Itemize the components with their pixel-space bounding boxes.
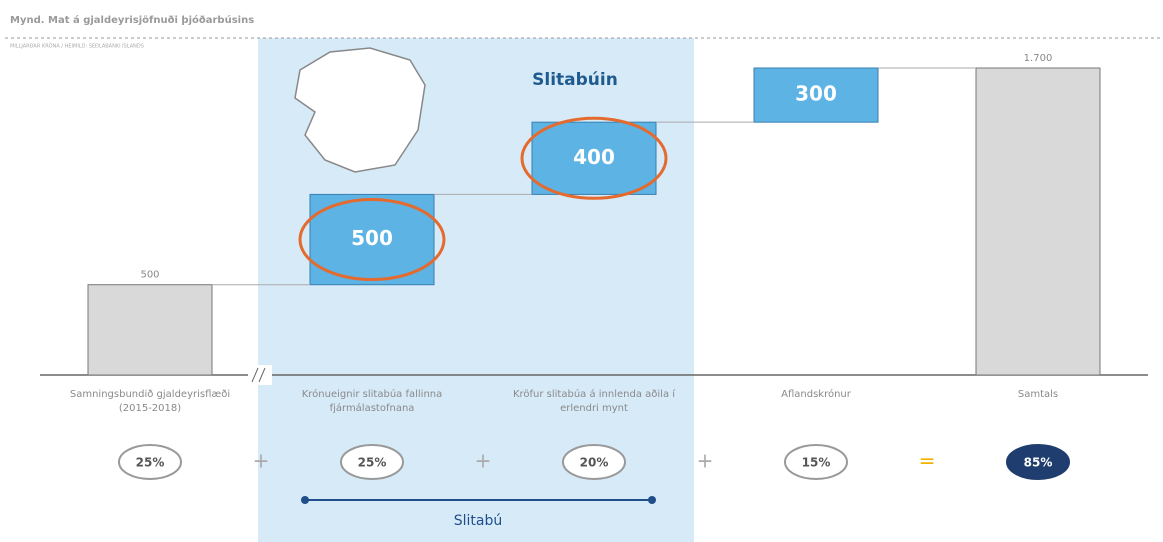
share-label: 15% xyxy=(802,456,831,470)
value-label: 300 xyxy=(795,82,837,106)
share-badge xyxy=(1006,444,1070,480)
category-label: Krónueignir slitabúa fallinna fjármálast… xyxy=(301,389,443,414)
share-badge xyxy=(562,444,626,480)
category-label: Samtals xyxy=(1017,389,1059,400)
category-label: Samningsbundið gjaldeyrisflæði (2015-201… xyxy=(69,389,231,414)
axis-break xyxy=(251,367,259,383)
value-label: 500 xyxy=(351,226,393,250)
share-label: 25% xyxy=(358,456,387,470)
category-label: Aflandskrónur xyxy=(781,389,851,400)
operator: + xyxy=(253,449,270,473)
share-badge xyxy=(118,444,182,480)
category-label: Kröfur slitabúa á innlenda aðila í erlen… xyxy=(512,389,676,414)
share-badge xyxy=(784,444,848,480)
operator: + xyxy=(475,449,492,473)
group-label: Slitabú xyxy=(454,513,503,529)
bar xyxy=(531,121,657,195)
operator: = xyxy=(919,449,936,473)
operator: + xyxy=(697,449,714,473)
axis-break xyxy=(248,365,272,385)
axis-break xyxy=(258,367,266,383)
bar xyxy=(309,193,435,286)
highlight-ring xyxy=(520,116,668,200)
chart-title: Mynd. Mat á gjaldeyrisjöfnuði þjóðarbúsi… xyxy=(10,14,254,26)
share-label: 25% xyxy=(136,456,165,470)
chart-subtitle: MILLJARÐAR KRÓNA / HEIMILD: SEÐLABANKI Í… xyxy=(10,43,144,50)
share-badge xyxy=(340,444,404,480)
group-bracket xyxy=(301,496,309,504)
value-label: 1.700 xyxy=(1024,53,1053,64)
value-label: 500 xyxy=(140,270,159,281)
highlight-ring xyxy=(298,198,446,282)
bar xyxy=(753,67,879,123)
group-title: Slitabúin xyxy=(532,70,618,90)
share-label: 20% xyxy=(580,456,609,470)
group-bracket xyxy=(648,496,656,504)
share-label: 85% xyxy=(1024,456,1053,470)
bar xyxy=(87,284,213,376)
iceland-map xyxy=(294,47,426,173)
bar xyxy=(975,67,1101,376)
value-label: 400 xyxy=(573,145,615,169)
